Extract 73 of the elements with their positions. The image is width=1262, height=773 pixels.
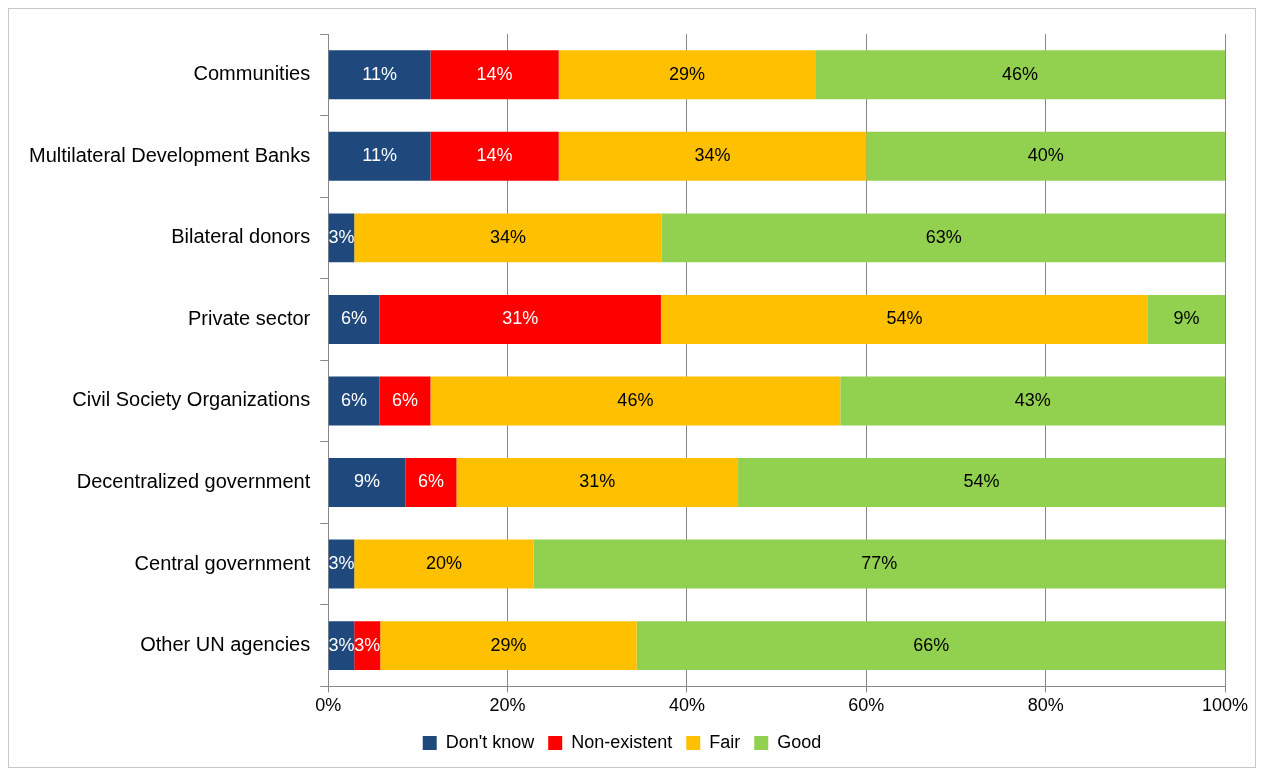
bar: [430, 376, 841, 426]
bar: [840, 376, 1225, 426]
legend-label: Don't know: [445, 731, 536, 752]
bar: [456, 458, 739, 507]
x-tick-label: 0%: [315, 695, 342, 716]
bar: [328, 294, 380, 344]
bar: [328, 458, 406, 507]
data-label: 3%: [328, 226, 355, 247]
x-tick-label: 40%: [668, 695, 705, 716]
data-label: 66%: [913, 634, 950, 655]
data-label: 63%: [925, 226, 962, 247]
y-tick-label: Civil Society Organizations: [72, 388, 311, 411]
data-label: 6%: [391, 389, 418, 410]
data-label: 6%: [341, 308, 368, 329]
data-label: 6%: [341, 389, 368, 410]
data-label: 20%: [425, 553, 462, 574]
data-label: 3%: [328, 634, 355, 655]
data-label: 9%: [1173, 308, 1200, 329]
data-label: 29%: [490, 634, 527, 655]
bar: [354, 213, 662, 263]
data-label: 14%: [476, 145, 513, 166]
bar: [328, 131, 431, 181]
bar: [430, 131, 559, 181]
data-label: 43%: [1014, 389, 1051, 410]
data-label: 11%: [362, 145, 397, 166]
bar: [738, 458, 1225, 507]
data-label: 29%: [668, 63, 705, 84]
data-label: 46%: [617, 389, 654, 410]
bar: [379, 376, 431, 426]
bar: [533, 539, 1225, 589]
bar: [866, 131, 1225, 181]
data-label: 34%: [490, 226, 527, 247]
data-label: 3%: [354, 634, 381, 655]
bar: [354, 539, 534, 589]
y-tick-label: Other UN agencies: [140, 633, 311, 656]
bar: [815, 50, 1225, 100]
bar: [661, 213, 1225, 263]
data-label: 14%: [476, 63, 513, 84]
x-tick-label: 80%: [1027, 695, 1064, 716]
y-tick-label: Central government: [134, 551, 311, 574]
bar: [405, 458, 457, 507]
data-label: 9%: [354, 471, 381, 492]
y-tick-label: Communities: [193, 62, 311, 85]
data-label: 11%: [362, 63, 397, 84]
bar: [430, 50, 559, 100]
data-label: 3%: [328, 553, 355, 574]
bar: [379, 294, 661, 344]
bar: [328, 50, 431, 100]
legend-label: Fair: [709, 731, 741, 752]
data-label: 77%: [861, 553, 898, 574]
data-label: 54%: [963, 471, 1000, 492]
data-label: 31%: [579, 471, 616, 492]
data-label: 54%: [886, 308, 923, 329]
legend-label: Good: [777, 731, 822, 752]
y-tick-label: Bilateral donors: [171, 225, 311, 248]
bar: [558, 131, 867, 181]
data-label: 40%: [1027, 145, 1064, 166]
bar: [380, 621, 637, 671]
y-tick-label: Private sector: [187, 306, 311, 329]
data-label: 34%: [694, 145, 731, 166]
bar: [558, 50, 816, 100]
x-tick-label: 60%: [848, 695, 885, 716]
x-tick-label: 100%: [1201, 695, 1249, 716]
bar: [636, 621, 1225, 671]
y-tick-label: Decentralized government: [76, 470, 311, 493]
data-label: 6%: [417, 471, 444, 492]
data-label: 31%: [502, 308, 539, 329]
bar: [1147, 294, 1225, 344]
bar: [660, 294, 1148, 344]
data-label: 46%: [1002, 63, 1039, 84]
legend-label: Non-existent: [571, 731, 673, 752]
x-tick-label: 20%: [489, 695, 526, 716]
y-tick-label: Multilateral Development Banks: [28, 143, 311, 166]
